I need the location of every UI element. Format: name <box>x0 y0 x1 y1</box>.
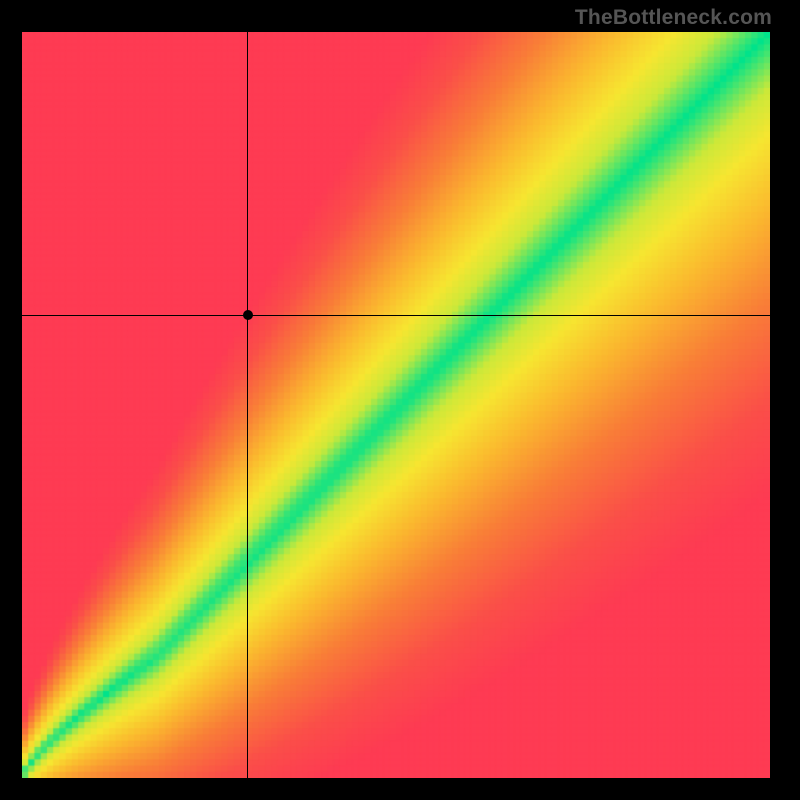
crosshair-vertical <box>247 32 248 778</box>
chart-container: { "watermark": { "text": "TheBottleneck.… <box>0 0 800 800</box>
heatmap-canvas <box>22 32 770 778</box>
watermark-text: TheBottleneck.com <box>575 6 772 30</box>
crosshair-horizontal <box>22 315 770 316</box>
